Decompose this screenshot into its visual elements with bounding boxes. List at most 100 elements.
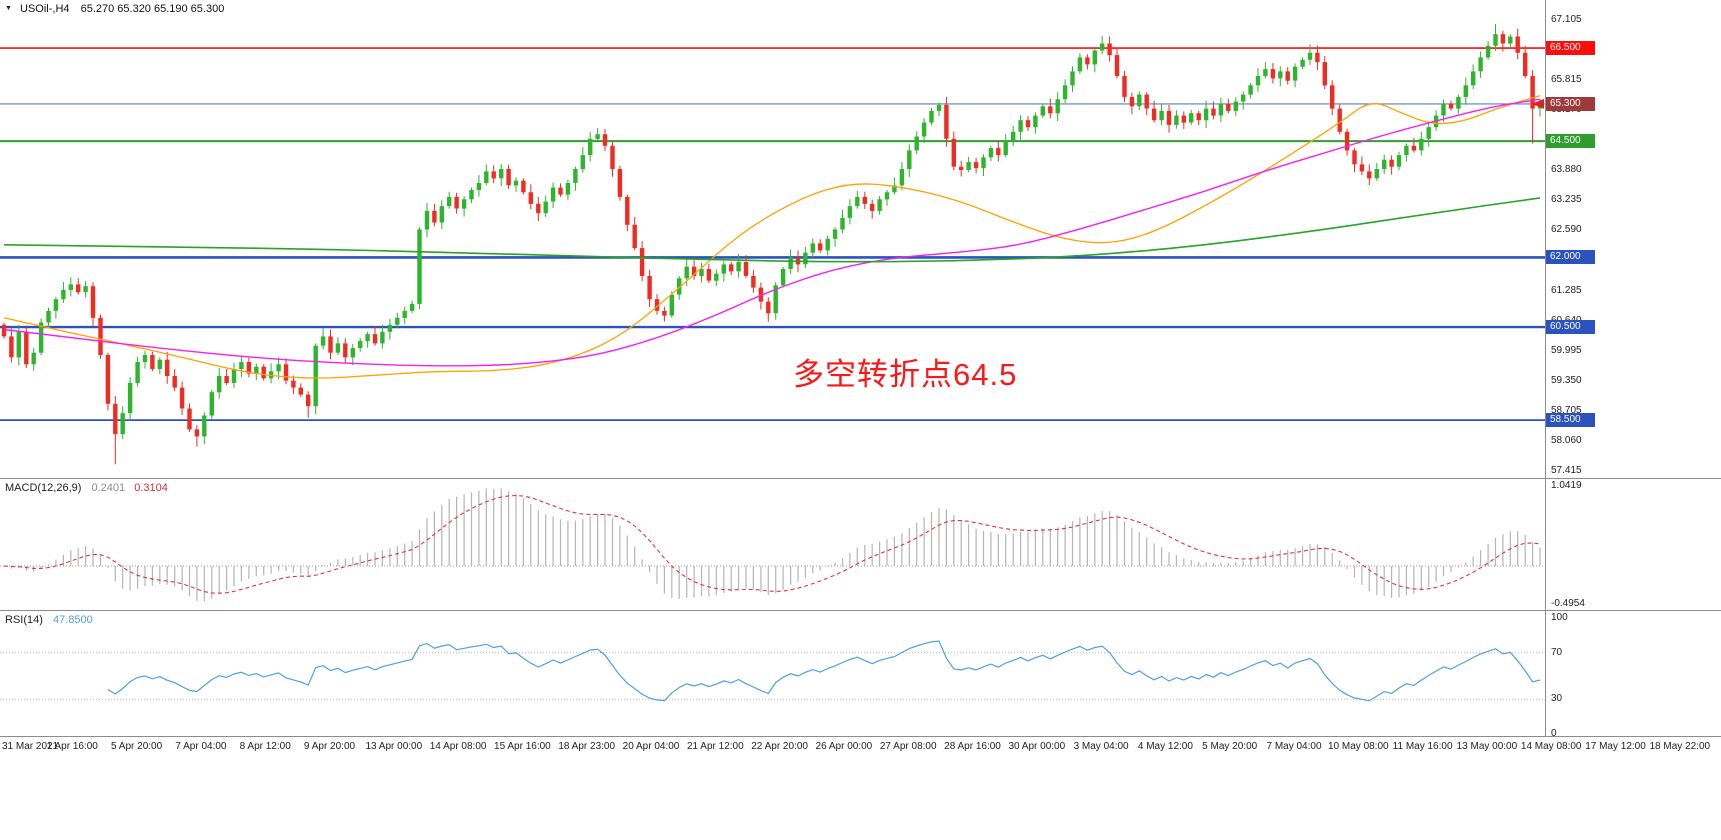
- candle-up: [914, 136, 919, 151]
- candle-down: [766, 301, 771, 314]
- candle-up: [276, 364, 281, 372]
- candle-up: [1441, 103, 1446, 116]
- candle-down: [1359, 164, 1365, 172]
- candle-up: [202, 415, 207, 437]
- candle-up: [209, 392, 214, 416]
- candle-down: [639, 248, 645, 276]
- candle-down: [558, 187, 563, 195]
- time-tick-label: 18 May 22:00: [1649, 741, 1711, 752]
- candle-up: [1033, 115, 1038, 128]
- price-tick-label: 61.285: [1551, 284, 1582, 296]
- ma-mid-magenta: [3, 98, 1541, 367]
- candle-down: [1515, 36, 1520, 53]
- candle-up: [825, 238, 830, 251]
- candle-down: [870, 203, 875, 211]
- candle-up: [1493, 34, 1498, 46]
- candle-down: [283, 364, 289, 381]
- time-tick-label: 3 May 04:00: [1073, 741, 1129, 752]
- candle-down: [454, 196, 459, 209]
- candle-up: [120, 413, 125, 435]
- candle-up: [1077, 57, 1083, 72]
- candle-up: [135, 362, 140, 383]
- candle-down: [521, 180, 526, 193]
- time-tick-label: 30 Apr 00:00: [1008, 741, 1066, 752]
- candle-up: [1018, 120, 1023, 132]
- candle-down: [1144, 94, 1149, 109]
- candle-down: [150, 355, 155, 369]
- time-tick-label: 5 May 20:00: [1202, 741, 1258, 752]
- candle-up: [350, 348, 355, 358]
- candle-down: [654, 299, 660, 311]
- time-tick-label: 14 May 08:00: [1520, 741, 1582, 752]
- time-tick-label: 20 Apr 04:00: [622, 741, 680, 752]
- candle-down: [662, 310, 667, 316]
- annotation-text: 多空转折点64.5: [793, 357, 1018, 392]
- candle-up: [1456, 97, 1461, 109]
- candle-down: [617, 169, 623, 197]
- candle-up: [484, 171, 489, 183]
- candle-down: [1196, 113, 1201, 121]
- candle-down: [751, 276, 756, 288]
- time-tick-label: 11 May 16:00: [1392, 741, 1453, 752]
- symbol-dropdown-icon[interactable]: ▼: [5, 5, 12, 12]
- candle-up: [832, 229, 838, 239]
- candle-up: [1203, 108, 1209, 121]
- candle-up: [847, 206, 853, 218]
- candle-up: [840, 217, 845, 230]
- price-line-label: 60.500: [1546, 320, 1595, 335]
- candle-up: [684, 266, 689, 279]
- candle-up: [1003, 141, 1008, 155]
- candle-down: [691, 266, 697, 276]
- candle-up: [1471, 71, 1476, 86]
- candle-up: [61, 289, 66, 300]
- candle-down: [1211, 108, 1216, 116]
- candle-down: [1523, 52, 1528, 76]
- candle-up: [1478, 57, 1483, 72]
- candle-up: [417, 229, 422, 304]
- candle-down: [328, 336, 333, 353]
- horizontal-lines: [0, 47, 1545, 422]
- candle-down: [951, 138, 956, 167]
- rsi-panel: [0, 640, 1545, 702]
- candle-up: [1011, 131, 1016, 142]
- candle-down: [113, 403, 118, 435]
- candle-up: [669, 294, 674, 316]
- candle-down: [1322, 62, 1327, 86]
- candle-up: [254, 366, 259, 374]
- candle-down: [194, 429, 200, 437]
- candle-up: [313, 345, 318, 407]
- candle-up: [699, 269, 704, 276]
- candle-up: [899, 169, 905, 186]
- candle-up: [1307, 52, 1313, 60]
- candle-down: [602, 134, 608, 146]
- rsi-axis-level: 30: [1551, 693, 1563, 705]
- macd-signal-line: [3, 494, 1541, 594]
- candle-down: [1181, 115, 1186, 123]
- candle-up: [773, 285, 778, 314]
- candle-up: [469, 190, 474, 200]
- candle-down: [24, 331, 29, 365]
- time-tick-label: 28 Apr 16:00: [944, 741, 1001, 752]
- candle-down: [706, 269, 712, 281]
- candle-up: [884, 192, 890, 200]
- time-tick-label: 9 Apr 20:00: [303, 741, 356, 752]
- candle-down: [432, 210, 437, 223]
- time-tick-label: 17 May 12:00: [1585, 741, 1646, 752]
- candle-down: [1389, 159, 1394, 167]
- candle-up: [335, 343, 341, 353]
- candle-down: [372, 334, 378, 344]
- candle-up: [461, 199, 467, 209]
- candle-down: [1530, 76, 1535, 109]
- time-tick-label: 15 Apr 16:00: [494, 741, 551, 752]
- time-tick-label: 7 May 04:00: [1266, 741, 1322, 752]
- candle-up: [1062, 85, 1068, 100]
- ma-fast-orange: [3, 94, 1541, 379]
- candle-up: [83, 286, 88, 293]
- candle-up: [1292, 66, 1298, 81]
- candle-up: [1374, 169, 1379, 179]
- macd-indicator-label: MACD(12,26,9) 0.2401 0.3104: [5, 482, 168, 494]
- candle-down: [959, 166, 964, 170]
- candle-up: [1241, 94, 1246, 102]
- candle-up: [1189, 113, 1194, 123]
